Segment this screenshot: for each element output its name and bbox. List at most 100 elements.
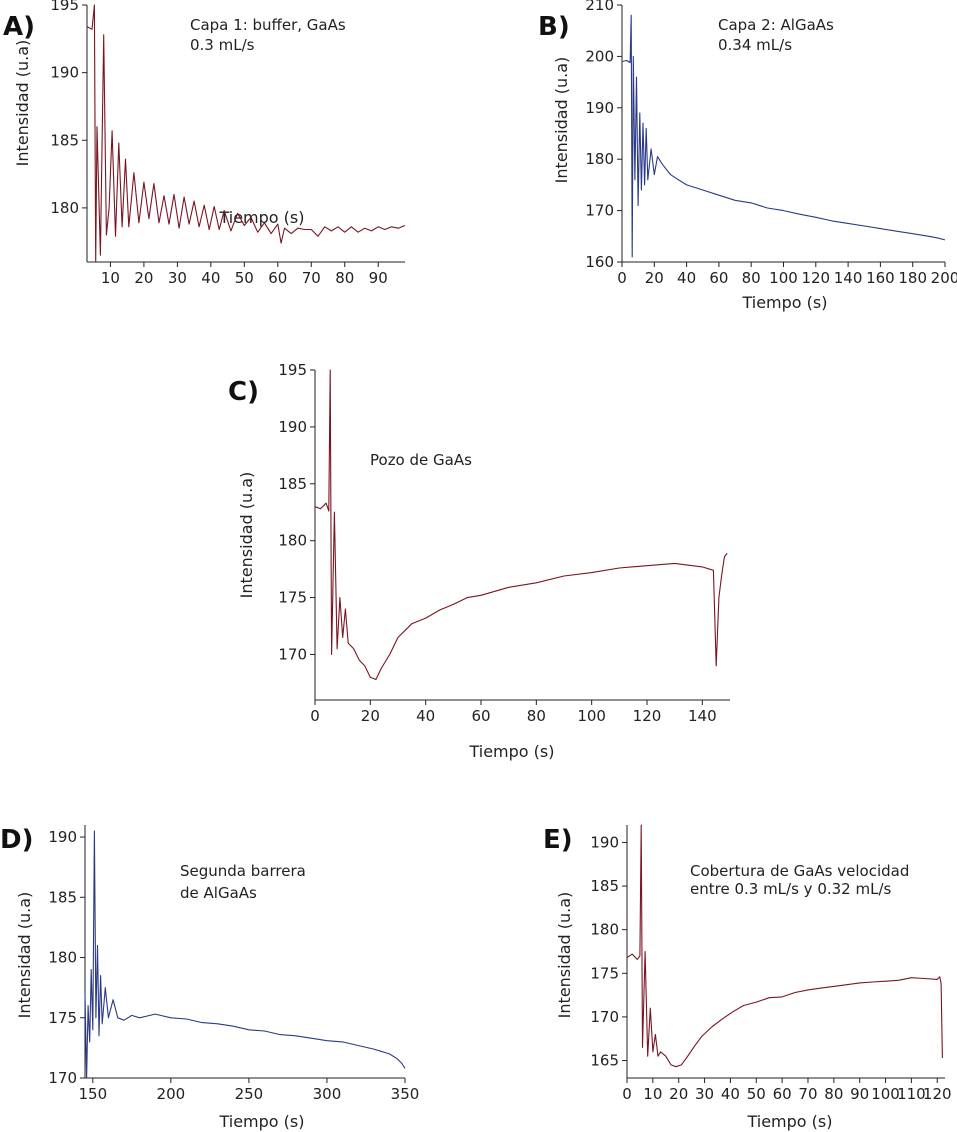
x-tick-label: 60 bbox=[709, 269, 728, 287]
x-tick-label: 90 bbox=[369, 269, 388, 287]
x-tick-label: 10 bbox=[643, 1085, 662, 1103]
x-tick-label: 70 bbox=[798, 1085, 817, 1103]
y-tick-label: 185 bbox=[50, 131, 79, 149]
x-axis-title: Tiempo (s) bbox=[741, 293, 827, 312]
annotation-text: Pozo de GaAs bbox=[370, 451, 472, 469]
y-axis-title: Intensidad (u.a) bbox=[552, 57, 571, 184]
y-tick-label: 195 bbox=[50, 0, 79, 14]
y-tick-label: 180 bbox=[585, 150, 614, 168]
annotation-text: 0.34 mL/s bbox=[718, 36, 792, 54]
x-tick-label: 60 bbox=[773, 1085, 792, 1103]
y-tick-label: 170 bbox=[590, 1008, 619, 1026]
y-tick-label: 190 bbox=[50, 64, 79, 82]
x-tick-label: 0 bbox=[622, 1085, 632, 1103]
annotation-text: Capa 1: buffer, GaAs bbox=[190, 16, 346, 34]
y-tick-label: 170 bbox=[585, 202, 614, 220]
y-tick-label: 175 bbox=[590, 964, 619, 982]
x-tick-label: 40 bbox=[416, 707, 435, 725]
chart-panel-c: C) 0 20 40 60 80 100 120 140 170 175 180 185 190 195 Ti… bbox=[228, 361, 730, 761]
x-tick-label: 100 bbox=[577, 707, 606, 725]
x-axis-title: Tiempo (s) bbox=[746, 1112, 832, 1131]
y-tick-label: 180 bbox=[48, 949, 77, 967]
y-tick-label: 170 bbox=[278, 645, 307, 663]
y-tick-label: 185 bbox=[48, 888, 77, 906]
y-tick-label: 195 bbox=[278, 361, 307, 379]
x-tick-label: 120 bbox=[801, 269, 830, 287]
x-tick-label: 200 bbox=[157, 1085, 186, 1103]
y-tick-label: 160 bbox=[585, 253, 614, 271]
x-tick-label: 120 bbox=[633, 707, 662, 725]
y-axis-title: Intensidad (u.a) bbox=[237, 472, 256, 599]
x-tick-label: 140 bbox=[688, 707, 717, 725]
x-tick-label: 100 bbox=[769, 269, 798, 287]
x-tick-label: 50 bbox=[747, 1085, 766, 1103]
y-tick-label: 180 bbox=[278, 532, 307, 550]
x-tick-label: 60 bbox=[268, 269, 287, 287]
x-tick-label: 80 bbox=[335, 269, 354, 287]
x-tick-label: 300 bbox=[313, 1085, 342, 1103]
x-axis-title: Tiempo (s) bbox=[218, 208, 304, 227]
x-tick-label: 20 bbox=[361, 707, 380, 725]
y-tick-label: 190 bbox=[48, 828, 77, 846]
annotation-text: Cobertura de GaAs velocidad bbox=[690, 862, 909, 880]
annotation-text: Segunda barrera bbox=[180, 862, 306, 880]
x-tick-label: 80 bbox=[742, 269, 761, 287]
x-tick-label: 30 bbox=[168, 269, 187, 287]
annotation-text: 0.3 mL/s bbox=[190, 36, 255, 54]
x-tick-label: 80 bbox=[824, 1085, 843, 1103]
x-tick-label: 40 bbox=[721, 1085, 740, 1103]
x-tick-label: 50 bbox=[235, 269, 254, 287]
x-tick-label: 60 bbox=[471, 707, 490, 725]
x-tick-label: 10 bbox=[101, 269, 120, 287]
x-tick-label: 0 bbox=[310, 707, 320, 725]
series-line bbox=[626, 824, 943, 1068]
series-line bbox=[86, 4, 406, 263]
x-tick-label: 80 bbox=[527, 707, 546, 725]
panel-letter: C) bbox=[228, 377, 259, 407]
y-tick-label: 180 bbox=[50, 199, 79, 217]
chart-panel-a: A) 10 20 30 40 50 60 70 80 90 180 185 190 195 Tiempo (… bbox=[3, 0, 406, 287]
x-tick-label: 110 bbox=[897, 1085, 926, 1103]
y-tick-label: 170 bbox=[48, 1069, 77, 1087]
x-tick-label: 30 bbox=[695, 1085, 714, 1103]
panel-letter: E) bbox=[543, 825, 573, 855]
x-tick-label: 100 bbox=[871, 1085, 900, 1103]
y-axis-title: Intensidad (u.a) bbox=[15, 892, 34, 1019]
y-axis-title: Intensidad (u.a) bbox=[555, 892, 574, 1019]
panel-letter: D) bbox=[0, 825, 33, 855]
y-tick-label: 190 bbox=[585, 99, 614, 117]
y-tick-label: 190 bbox=[278, 418, 307, 436]
y-axis-title: Intensidad (u.a) bbox=[13, 40, 32, 167]
x-tick-label: 20 bbox=[669, 1085, 688, 1103]
annotation-text: entre 0.3 mL/s y 0.32 mL/s bbox=[690, 880, 892, 898]
y-tick-label: 165 bbox=[590, 1052, 619, 1070]
x-tick-label: 180 bbox=[898, 269, 927, 287]
x-tick-label: 70 bbox=[302, 269, 321, 287]
x-tick-label: 90 bbox=[850, 1085, 869, 1103]
x-tick-label: 0 bbox=[617, 269, 627, 287]
y-tick-label: 175 bbox=[48, 1009, 77, 1027]
x-tick-label: 350 bbox=[391, 1085, 420, 1103]
y-tick-label: 190 bbox=[590, 833, 619, 851]
y-tick-label: 185 bbox=[590, 877, 619, 895]
panel-letter: B) bbox=[538, 12, 570, 42]
x-tick-label: 20 bbox=[645, 269, 664, 287]
panel-letter: A) bbox=[3, 12, 35, 42]
x-tick-label: 200 bbox=[931, 269, 957, 287]
chart-panel-d: D) 150 200 250 300 350 170 175 180 185 190 Tiempo (… bbox=[0, 825, 419, 1131]
x-tick-label: 120 bbox=[923, 1085, 952, 1103]
y-tick-label: 210 bbox=[585, 0, 614, 14]
x-tick-label: 160 bbox=[866, 269, 895, 287]
series-line bbox=[84, 830, 406, 1079]
y-tick-label: 175 bbox=[278, 589, 307, 607]
series-line bbox=[314, 369, 728, 681]
y-tick-label: 185 bbox=[278, 475, 307, 493]
x-tick-label: 20 bbox=[134, 269, 153, 287]
x-tick-label: 40 bbox=[201, 269, 220, 287]
x-tick-label: 150 bbox=[78, 1085, 107, 1103]
y-tick-label: 180 bbox=[590, 921, 619, 939]
series-line bbox=[621, 14, 946, 258]
x-tick-label: 250 bbox=[235, 1085, 264, 1103]
